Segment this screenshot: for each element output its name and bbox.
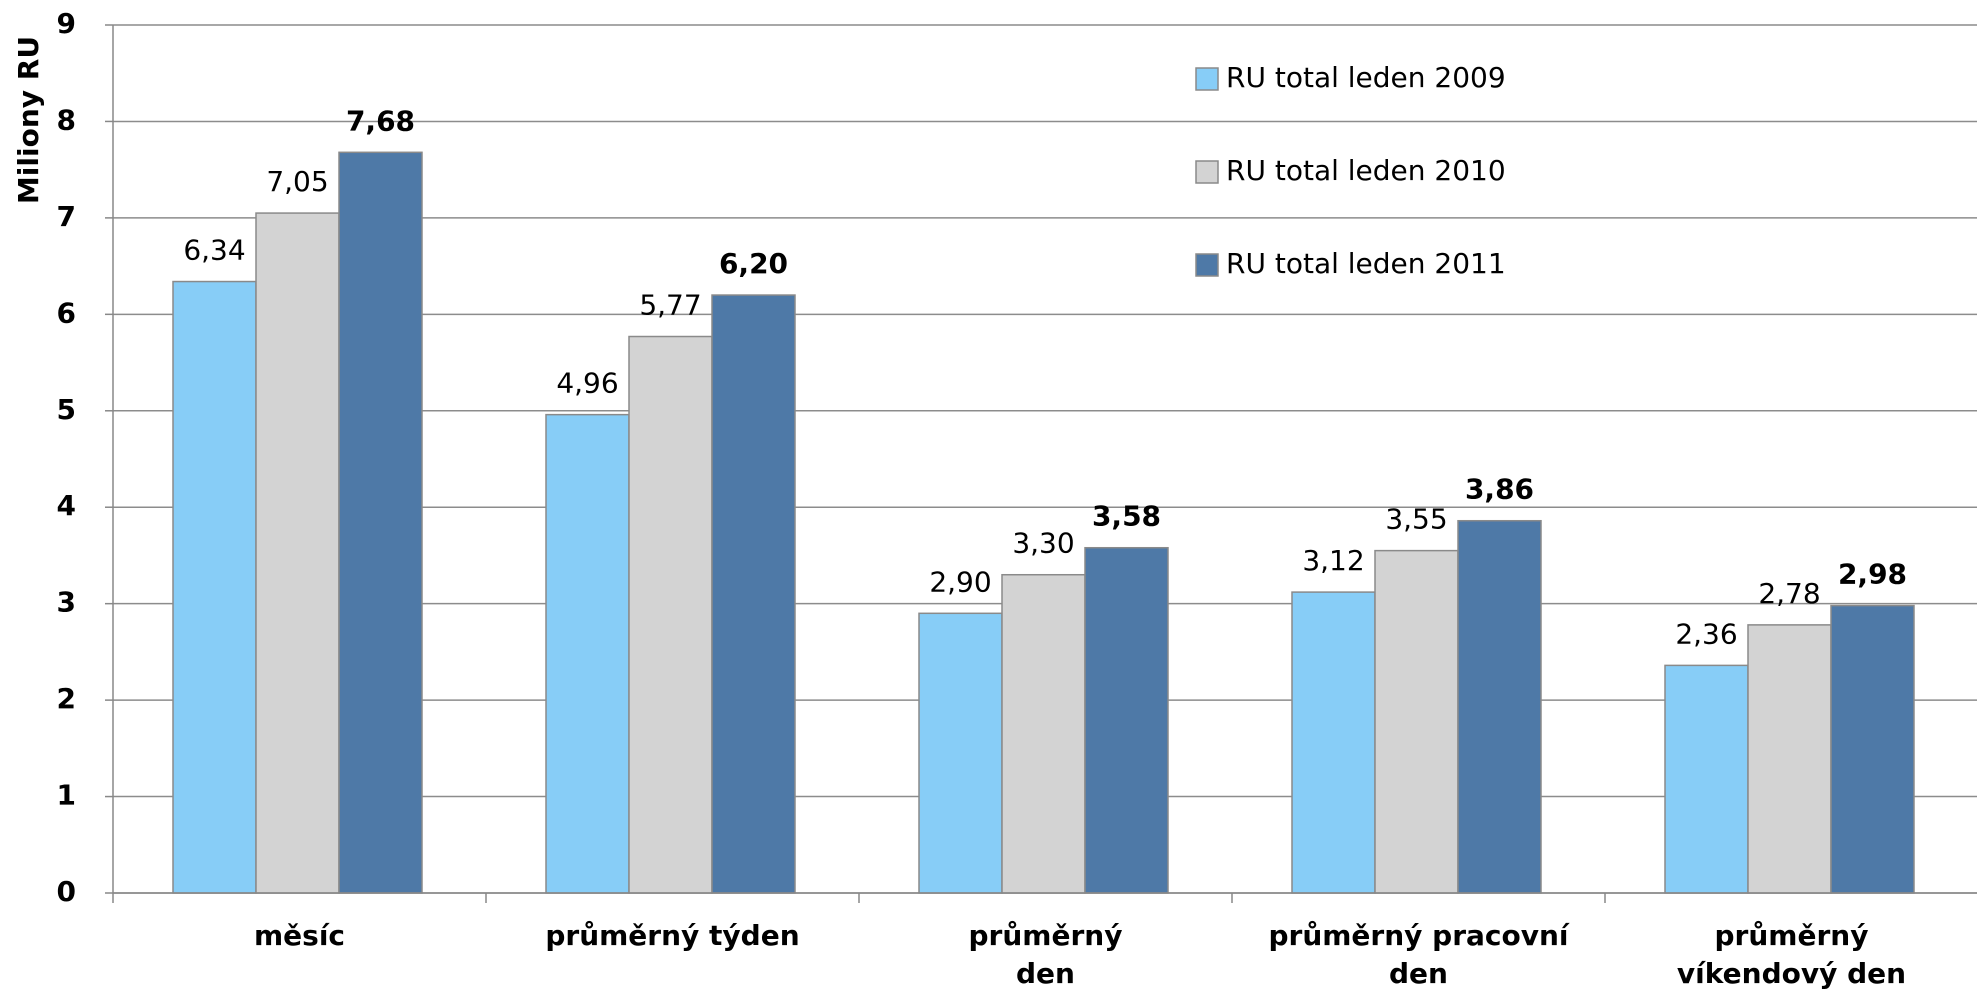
bar: [545, 413, 630, 894]
legend-swatch: [1195, 160, 1219, 184]
bar: [338, 151, 423, 894]
y-tick-label: 6: [57, 296, 76, 329]
data-label: 6,20: [719, 247, 788, 280]
bar: [628, 335, 713, 894]
y-axis-title: Miliony RU: [12, 36, 45, 204]
bar: [1084, 546, 1169, 894]
legend-label: RU total leden 2011: [1226, 247, 1506, 280]
x-tick-label: průměrný den: [968, 919, 1123, 990]
x-tick-label: průměrný víkendový den: [1676, 919, 1907, 990]
legend-swatch: [1195, 67, 1219, 91]
data-label: 2,36: [1675, 617, 1737, 650]
y-tick-label: 9: [57, 7, 76, 40]
bar: [1457, 519, 1542, 894]
bar: [1374, 549, 1459, 894]
data-label: 3,58: [1092, 500, 1161, 533]
y-tick-label: 7: [57, 200, 76, 233]
data-label: 3,86: [1465, 473, 1534, 506]
y-tick-label: 5: [57, 393, 76, 426]
y-tick-label: 2: [57, 682, 76, 715]
bar: [1830, 604, 1915, 894]
data-label: 2,78: [1758, 577, 1820, 610]
bar: [1747, 624, 1832, 894]
bar: [172, 280, 257, 894]
x-tick-label: průměrný pracovní den: [1268, 919, 1569, 990]
data-label: 2,90: [929, 565, 991, 598]
data-label: 7,05: [266, 165, 328, 198]
y-tick-label: 0: [57, 875, 76, 908]
bar: [711, 294, 796, 894]
data-label: 6,34: [183, 234, 245, 267]
bar: [1001, 573, 1086, 894]
bar: [1291, 591, 1376, 894]
x-tick-label: měsíc: [253, 919, 346, 952]
legend-swatch: [1195, 253, 1219, 277]
data-label: 3,12: [1302, 544, 1364, 577]
bar: [1664, 664, 1749, 894]
data-label: 3,30: [1012, 527, 1074, 560]
y-tick-label: 4: [57, 489, 76, 522]
data-label: 4,96: [556, 367, 618, 400]
data-label: 3,55: [1385, 503, 1447, 536]
x-tick-label: průměrný týden: [545, 919, 800, 952]
y-tick-label: 3: [57, 586, 76, 619]
bar: [255, 212, 340, 894]
y-tick-label: 8: [57, 103, 76, 136]
legend-label: RU total leden 2009: [1226, 61, 1506, 94]
data-label: 5,77: [639, 289, 701, 322]
y-tick-label: 1: [57, 779, 76, 812]
data-label: 7,68: [346, 104, 415, 137]
legend-label: RU total leden 2010: [1226, 154, 1506, 187]
data-label: 2,98: [1838, 558, 1907, 591]
bar: [918, 612, 1003, 894]
